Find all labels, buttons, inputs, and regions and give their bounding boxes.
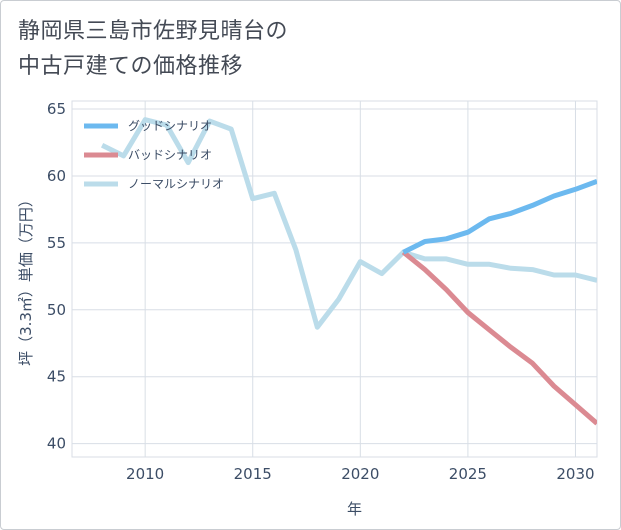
series-line-normal (100, 117, 597, 330)
y-tick-label: 65 (47, 100, 66, 118)
x-tick-label: 2015 (234, 465, 272, 483)
y-tick-label: 50 (47, 301, 66, 319)
plot-area (71, 100, 598, 458)
y-tick-label: 40 (47, 435, 66, 453)
y-tick-label: 60 (47, 167, 66, 185)
legend-label-bad: バッドシナリオ (128, 148, 212, 162)
chart-title-line1: 静岡県三島市佐野見晴台の (18, 19, 289, 44)
legend-label-good: グッドシナリオ (128, 119, 212, 133)
y-tick-label: 45 (47, 368, 66, 386)
x-tick-label: 2030 (556, 465, 594, 483)
chart-title: 静岡県三島市佐野見晴台の 中古戸建ての価格推移 (18, 14, 288, 84)
chart-title-line2: 中古戸建ての価格推移 (18, 54, 244, 79)
legend-label-normal: ノーマルシナリオ (128, 177, 224, 191)
y-tick-label: 55 (47, 234, 66, 252)
x-tick-label: 2010 (126, 465, 164, 483)
x-tick-label: 2025 (449, 465, 487, 483)
series-line-good (402, 178, 597, 255)
x-axis-title: 年 (347, 500, 362, 518)
series-line-bad (401, 250, 597, 426)
x-tick-label: 2020 (341, 465, 379, 483)
y-axis-title: 坪（3.3㎡）単価（万円） (17, 192, 35, 366)
